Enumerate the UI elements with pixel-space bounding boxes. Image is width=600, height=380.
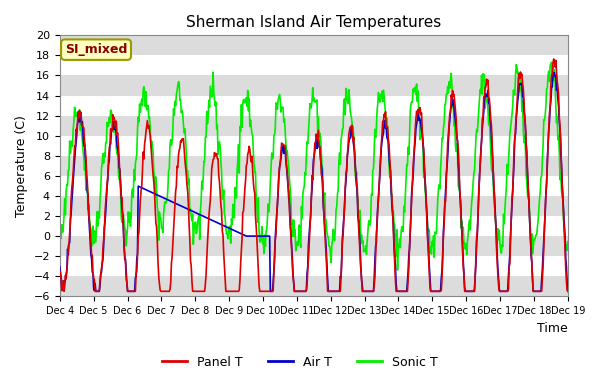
Text: SI_mixed: SI_mixed	[65, 43, 127, 56]
Y-axis label: Temperature (C): Temperature (C)	[15, 115, 28, 217]
Bar	[60, 35, 568, 55]
Bar	[60, 216, 568, 236]
Bar	[60, 116, 568, 136]
Bar	[60, 236, 568, 256]
Bar	[60, 136, 568, 156]
Bar	[60, 55, 568, 76]
Bar	[60, 256, 568, 276]
X-axis label: Time: Time	[537, 321, 568, 335]
Bar	[60, 196, 568, 216]
Bar	[60, 76, 568, 95]
Bar	[60, 95, 568, 116]
Legend: Panel T, Air T, Sonic T: Panel T, Air T, Sonic T	[157, 351, 443, 374]
Bar	[60, 276, 568, 296]
Title: Sherman Island Air Temperatures: Sherman Island Air Temperatures	[186, 15, 442, 30]
Bar	[60, 156, 568, 176]
Bar	[60, 176, 568, 196]
